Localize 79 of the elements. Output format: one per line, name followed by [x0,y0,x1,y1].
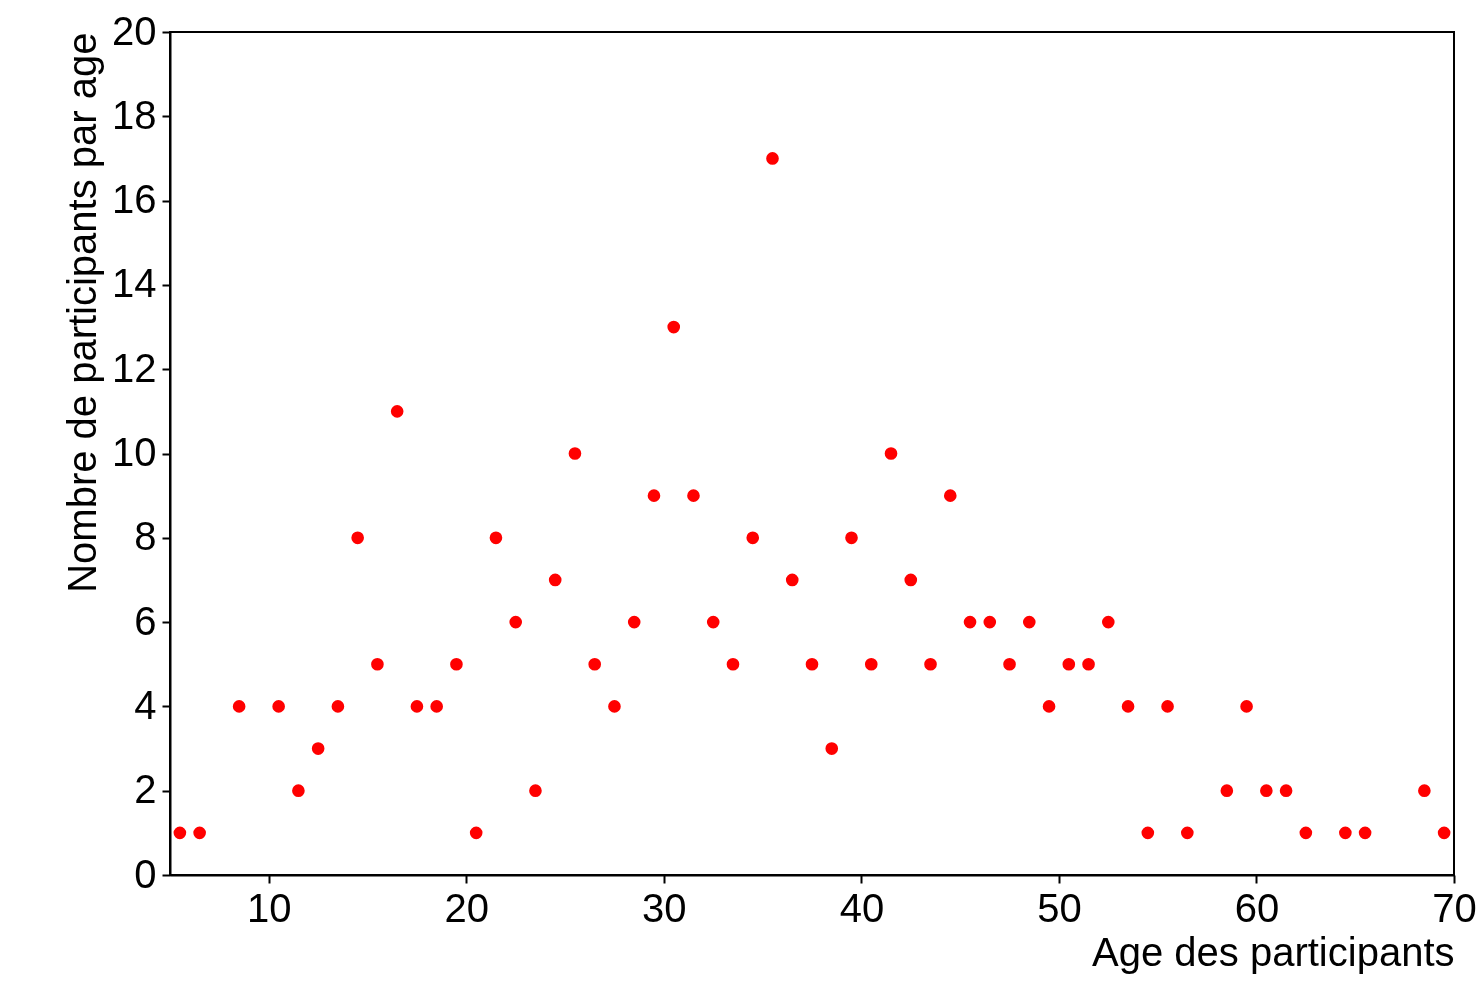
point [1082,657,1095,671]
point [627,615,641,629]
y-tick-label: 18 [112,92,157,137]
y-tick-label: 12 [112,345,157,390]
point [292,784,305,798]
point [331,700,345,713]
point [410,700,424,713]
point [1141,826,1155,840]
point [1062,657,1076,671]
point [746,531,760,545]
point [706,615,720,629]
y-tick-label: 0 [134,851,157,896]
point [1220,784,1234,798]
point [983,615,997,629]
point [1279,784,1293,798]
point [1161,700,1174,713]
point [568,447,582,460]
point [390,405,404,418]
point [588,657,602,671]
y-tick-label: 8 [134,514,157,559]
point [825,742,839,755]
point [1042,700,1056,713]
point [1240,700,1253,713]
point [1022,615,1036,629]
x-tick-label: 70 [1432,885,1477,930]
point [1339,826,1352,840]
y-tick-label: 20 [112,8,157,53]
point [1299,826,1313,840]
x-tick-label: 40 [839,885,885,930]
point [311,742,325,755]
y-tick-label: 16 [112,177,157,222]
point [963,615,977,629]
point [924,657,937,671]
x-tick-label: 20 [444,885,490,930]
point [884,447,898,460]
point [173,826,187,840]
point [351,531,364,545]
point [667,320,681,334]
point [904,573,918,587]
point [608,700,621,713]
point [509,615,523,629]
y-tick-label: 2 [134,767,157,812]
point [193,826,206,840]
y-tick-label: 4 [134,682,157,727]
point [529,784,542,798]
point [1101,615,1115,629]
y-tick-label: 10 [112,430,157,474]
point [1181,826,1194,840]
point [232,700,246,713]
point [805,657,819,671]
y-tick-label: 6 [134,598,157,643]
point [489,531,503,545]
point [450,657,463,671]
y-axis-title: Nombre de participants par age [60,32,105,593]
point [943,489,957,502]
point [430,700,443,713]
point [1260,784,1273,798]
point [726,657,740,671]
point [371,657,384,671]
point [864,657,878,671]
point [845,531,858,545]
y-tick-label: 14 [112,261,157,306]
x-tick-label: 10 [247,885,292,930]
point [785,573,799,587]
point [687,489,700,502]
point [272,700,285,713]
x-axis-title: Age des participants [1092,929,1455,974]
x-tick-label: 60 [1234,885,1280,930]
point [469,826,483,840]
point [1003,657,1016,671]
point [1437,826,1451,840]
point [647,489,661,502]
point [548,573,562,587]
point [1418,784,1431,798]
point [766,152,779,165]
point [1121,700,1135,713]
x-tick-label: 30 [642,885,687,930]
x-tick-label: 50 [1037,885,1082,930]
point [1358,826,1372,840]
